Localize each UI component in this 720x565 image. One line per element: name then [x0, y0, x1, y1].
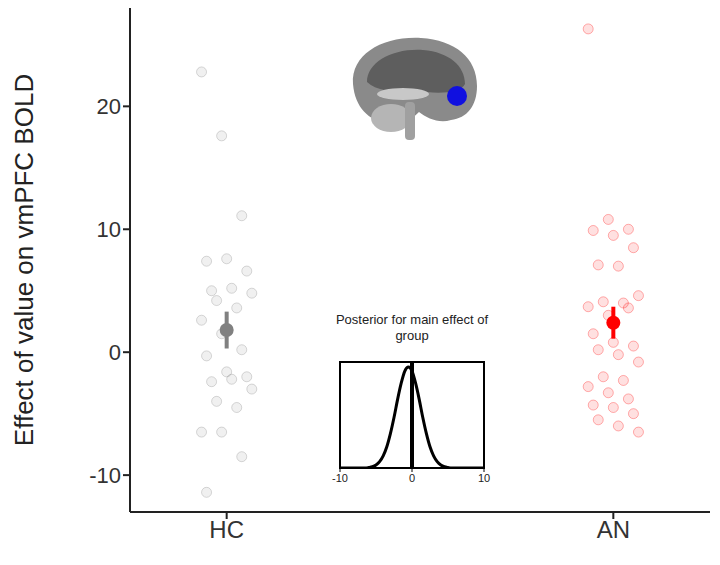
svg-text:AN: AN — [597, 516, 630, 543]
svg-text:10: 10 — [478, 472, 490, 484]
svg-text:20: 20 — [97, 94, 121, 119]
svg-text:0: 0 — [409, 472, 415, 484]
html-text:Effect of value on vmPFC BOLD: Effect of value on vmPFC BOLD — [9, 73, 39, 447]
svg-text:0: 0 — [109, 340, 121, 365]
html-text:Posterior for main effect of g: Posterior for main effect of group — [335, 312, 489, 343]
svg-text:-10: -10 — [89, 463, 121, 488]
svg-text:HC: HC — [209, 516, 244, 543]
svg-text:-10: -10 — [332, 472, 348, 484]
svg-text:10: 10 — [97, 217, 121, 242]
